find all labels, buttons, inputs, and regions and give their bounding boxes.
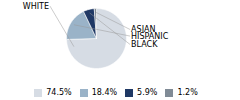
html-text:1.2%: 1.2% xyxy=(177,88,198,97)
svg-text:ASIAN: ASIAN xyxy=(131,25,155,34)
html-text:5.9%: 5.9% xyxy=(137,88,158,97)
html-text:74.5%: 74.5% xyxy=(46,88,72,97)
svg-text:WHITE: WHITE xyxy=(23,2,49,11)
svg-text:BLACK: BLACK xyxy=(131,40,158,49)
html-text:18.4%: 18.4% xyxy=(91,88,118,97)
